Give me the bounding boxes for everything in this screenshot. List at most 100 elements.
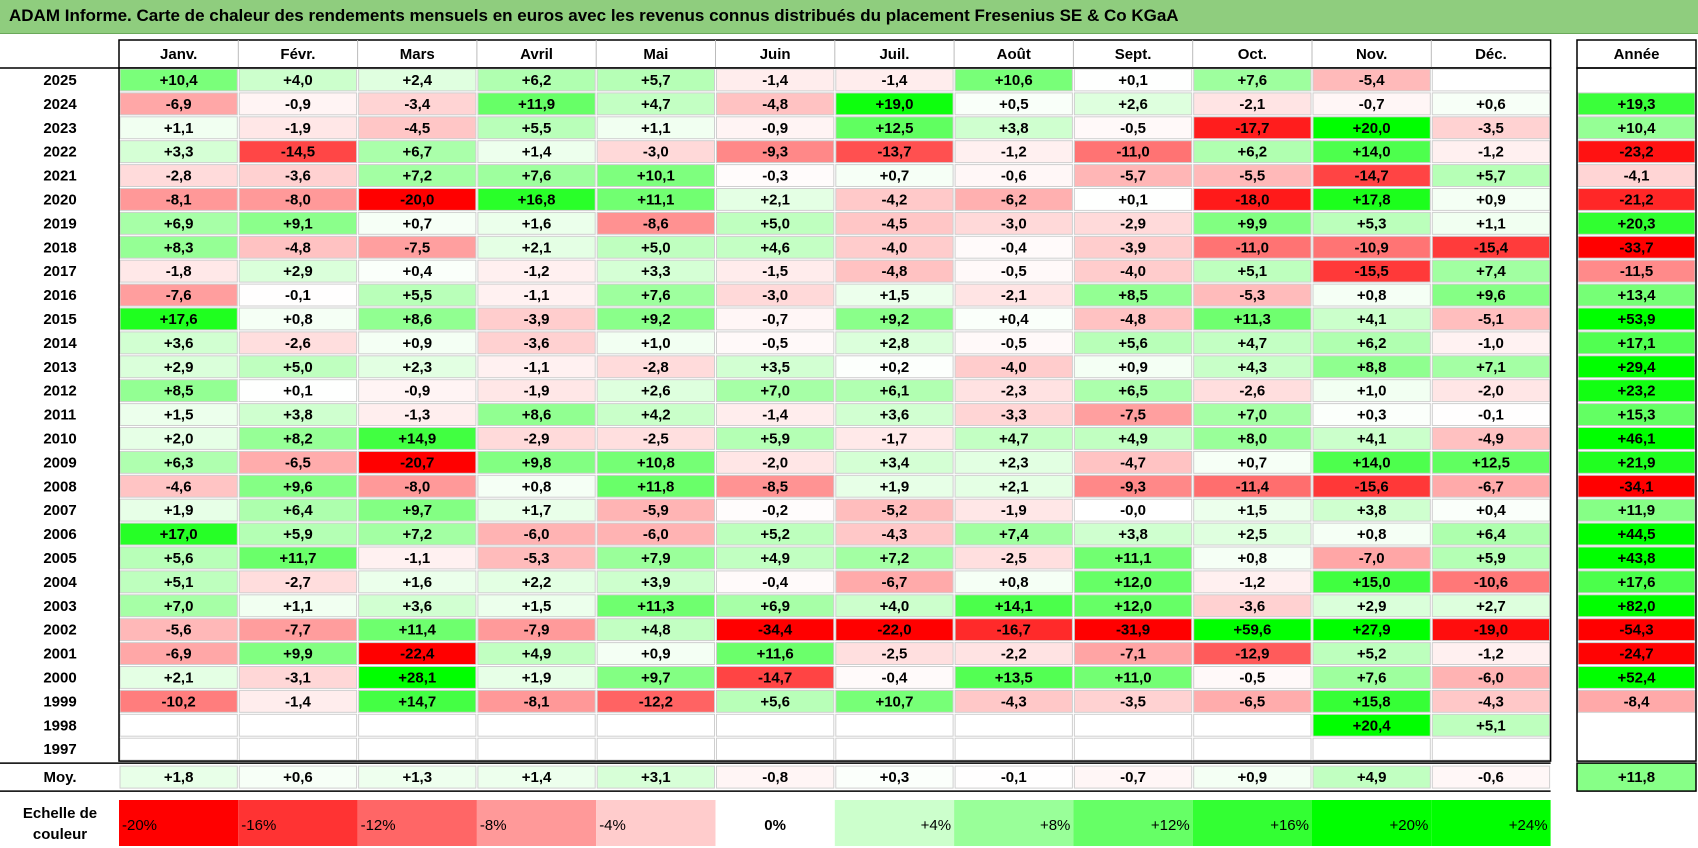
cell-value: -4,9 [1478,430,1504,447]
cell-value: -2,1 [1239,96,1265,113]
heatmap-cell [1073,689,1193,713]
heatmap-cell [358,331,477,355]
heatmap-cell [1431,522,1551,546]
cell-value: -7,1 [1120,646,1146,663]
cell-value: -6,5 [1239,693,1265,710]
annual-value: +15,3 [1618,407,1656,424]
cell-value: -7,9 [524,622,550,639]
row-year-label: 2021 [43,168,76,185]
annual-value: -21,2 [1619,191,1653,208]
heatmap-cell [238,164,358,188]
heatmap-cell [835,666,954,689]
average-cell [716,765,835,789]
heatmap-cell [119,713,238,737]
month-header-12: Déc. [1475,46,1507,63]
heatmap-cell [1193,379,1312,403]
cell-value: +11,3 [637,598,674,615]
cell-value: +1,5 [880,287,910,304]
heatmap-cell [1312,331,1431,355]
annual-value: -4,1 [1624,168,1650,185]
heatmap-cell [1193,642,1312,665]
cell-value: -1,4 [285,693,312,710]
cell-value: +3,3 [164,144,194,161]
scale-label: +24% [1509,817,1548,834]
annual-value: +19,3 [1618,96,1656,113]
heatmap-cell [1431,618,1551,642]
heatmap-cell [358,92,477,116]
cell-value: +9,2 [641,311,671,328]
annual-value: +43,8 [1618,550,1656,567]
annual-value: -34,1 [1619,478,1653,495]
cell-value: -4,5 [404,120,430,137]
cell-value: -0,9 [762,120,788,137]
cell-value: -2,0 [1478,383,1504,400]
cell-value: +7,6 [1238,72,1268,89]
heatmap-cell [1431,307,1551,331]
cell-value: +6,2 [522,72,552,89]
average-cell [1431,765,1551,789]
cell-value: -7,0 [1359,550,1385,567]
scale-swatch [715,800,835,846]
cell-value: -2,0 [762,454,788,471]
cell-value: +9,2 [880,311,910,328]
heatmap-cell [1193,235,1312,259]
cell-value: -2,5 [882,646,908,663]
heatmap-cell [358,68,477,92]
cell-value: -7,5 [1120,407,1146,424]
month-header-4: Avril [520,46,553,63]
cell-value: -12,9 [1235,646,1269,663]
annual-cell [1577,642,1696,665]
cell-value: -12,2 [639,693,673,710]
heatmap-cell [1431,403,1551,427]
cell-value: +9,8 [522,454,552,471]
heatmap-cell [477,737,596,761]
scale-swatch [1073,800,1193,846]
cell-value: -3,0 [1001,215,1027,232]
cell-value: +5,9 [1476,550,1506,567]
heatmap-cell [1312,68,1431,92]
cell-value: -0,5 [1239,669,1265,686]
annual-value: +13,4 [1618,287,1657,304]
cell-value: +8,0 [1238,430,1268,447]
average-value: +0,3 [880,769,910,786]
heatmap-cell [238,211,358,235]
cell-value: +0,1 [1118,72,1148,89]
cell-value: -8,5 [762,478,788,495]
heatmap-cell [596,188,716,211]
heatmap-cell [1312,92,1431,116]
month-header-5: Mai [643,46,668,63]
cell-value: -1,2 [524,263,550,280]
cell-value: -3,9 [524,311,550,328]
cell-value: -5,7 [1120,168,1146,185]
heatmap-cell [119,618,238,642]
month-header-11: Nov. [1356,46,1387,63]
heatmap-cell [358,737,477,761]
heatmap-cell [238,116,358,140]
heatmap-cell [716,68,835,92]
annual-cell [1577,283,1696,307]
cell-value: +0,8 [999,574,1029,591]
heatmap-cell [835,594,954,618]
heatmap-cell [1312,450,1431,474]
heatmap-cell [954,594,1073,618]
heatmap-cell [954,403,1073,427]
cell-value: +3,9 [641,574,671,591]
scale-swatch [1312,800,1432,846]
heatmap-cell [835,689,954,713]
heatmap-cell [596,235,716,259]
average-cell [358,765,477,789]
average-cell [596,765,716,789]
row-year-label: 2013 [43,359,76,376]
annual-value: +52,4 [1618,669,1657,686]
heatmap-cell [954,450,1073,474]
heatmap-cell [238,713,358,737]
annual-cell [1577,116,1696,140]
heatmap-cell [835,140,954,164]
cell-value: -0,5 [762,335,788,352]
heatmap-cell [358,427,477,450]
heatmap-cell [119,403,238,427]
cell-value: +11,3 [1234,311,1271,328]
heatmap-cell [119,689,238,713]
heatmap-cell [238,522,358,546]
cell-value: +3,6 [880,407,910,424]
